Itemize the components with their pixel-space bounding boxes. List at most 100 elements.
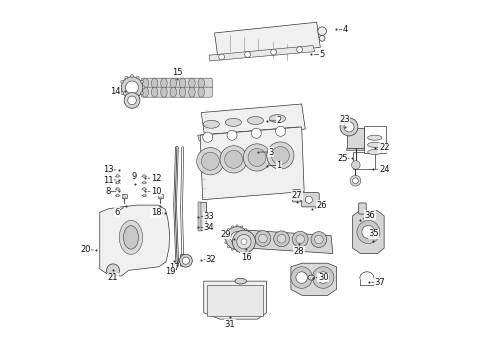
Circle shape bbox=[245, 228, 247, 230]
Circle shape bbox=[274, 231, 290, 247]
Bar bbox=[347, 128, 365, 148]
Text: 21: 21 bbox=[108, 273, 118, 282]
Ellipse shape bbox=[368, 142, 382, 147]
Polygon shape bbox=[201, 104, 305, 138]
Ellipse shape bbox=[119, 220, 143, 255]
Circle shape bbox=[141, 80, 144, 83]
Circle shape bbox=[121, 92, 123, 95]
FancyBboxPatch shape bbox=[293, 190, 301, 202]
Polygon shape bbox=[200, 127, 304, 200]
Circle shape bbox=[297, 47, 302, 53]
Text: 25: 25 bbox=[337, 154, 348, 163]
Text: 20: 20 bbox=[80, 246, 91, 255]
Circle shape bbox=[247, 232, 249, 234]
Circle shape bbox=[220, 146, 247, 173]
Circle shape bbox=[225, 232, 227, 234]
Polygon shape bbox=[291, 263, 337, 296]
Text: 13: 13 bbox=[103, 166, 113, 175]
Bar bbox=[353, 152, 375, 169]
Ellipse shape bbox=[179, 78, 186, 88]
Circle shape bbox=[125, 76, 128, 79]
Circle shape bbox=[143, 188, 146, 190]
Ellipse shape bbox=[225, 118, 242, 126]
Text: 28: 28 bbox=[294, 247, 304, 256]
Ellipse shape bbox=[270, 114, 286, 122]
Polygon shape bbox=[209, 45, 315, 61]
Ellipse shape bbox=[161, 87, 167, 97]
Text: 1: 1 bbox=[276, 161, 282, 170]
Circle shape bbox=[248, 148, 266, 166]
Circle shape bbox=[143, 194, 146, 197]
Text: 12: 12 bbox=[151, 174, 161, 183]
Bar bbox=[207, 285, 263, 316]
Circle shape bbox=[267, 142, 294, 169]
Ellipse shape bbox=[123, 226, 139, 249]
Circle shape bbox=[179, 254, 192, 267]
Circle shape bbox=[315, 235, 323, 244]
Circle shape bbox=[116, 188, 119, 190]
Polygon shape bbox=[353, 211, 384, 253]
Text: 11: 11 bbox=[103, 176, 113, 185]
Text: 3: 3 bbox=[268, 148, 273, 157]
Ellipse shape bbox=[151, 87, 158, 97]
Circle shape bbox=[236, 225, 238, 227]
Circle shape bbox=[196, 148, 224, 175]
Circle shape bbox=[293, 231, 308, 247]
Ellipse shape bbox=[368, 135, 382, 140]
Ellipse shape bbox=[198, 87, 204, 97]
Ellipse shape bbox=[189, 87, 195, 97]
Polygon shape bbox=[204, 281, 267, 319]
Text: 22: 22 bbox=[379, 143, 390, 152]
FancyBboxPatch shape bbox=[180, 255, 186, 266]
Text: 2: 2 bbox=[276, 116, 282, 125]
Circle shape bbox=[136, 96, 139, 99]
Text: 36: 36 bbox=[365, 211, 375, 220]
Circle shape bbox=[245, 51, 250, 57]
Ellipse shape bbox=[142, 78, 148, 88]
Circle shape bbox=[357, 221, 380, 243]
Polygon shape bbox=[237, 229, 333, 253]
Circle shape bbox=[240, 234, 248, 242]
Circle shape bbox=[351, 161, 360, 169]
Ellipse shape bbox=[170, 87, 176, 97]
Text: 33: 33 bbox=[203, 212, 214, 221]
Text: 9: 9 bbox=[132, 172, 137, 181]
Circle shape bbox=[362, 226, 375, 238]
Circle shape bbox=[251, 128, 261, 138]
Circle shape bbox=[245, 246, 247, 248]
Circle shape bbox=[227, 228, 229, 230]
Circle shape bbox=[131, 98, 133, 100]
Circle shape bbox=[236, 249, 238, 251]
Circle shape bbox=[313, 267, 334, 288]
Bar bbox=[122, 194, 126, 198]
Circle shape bbox=[275, 126, 286, 136]
Circle shape bbox=[122, 77, 143, 98]
Circle shape bbox=[141, 92, 144, 95]
Bar bbox=[346, 148, 365, 149]
Text: 32: 32 bbox=[206, 255, 216, 264]
Circle shape bbox=[350, 175, 361, 186]
Circle shape bbox=[318, 27, 326, 36]
Circle shape bbox=[107, 264, 120, 277]
Bar bbox=[197, 202, 200, 231]
Text: 19: 19 bbox=[165, 267, 175, 276]
FancyBboxPatch shape bbox=[141, 87, 212, 97]
Text: 26: 26 bbox=[317, 201, 327, 210]
Circle shape bbox=[237, 234, 251, 249]
FancyBboxPatch shape bbox=[359, 203, 366, 214]
Text: 17: 17 bbox=[169, 264, 179, 273]
FancyBboxPatch shape bbox=[301, 193, 319, 207]
Circle shape bbox=[121, 80, 123, 83]
Bar bbox=[158, 194, 163, 198]
Text: 7: 7 bbox=[152, 208, 157, 217]
Text: 29: 29 bbox=[220, 230, 230, 239]
Ellipse shape bbox=[189, 78, 195, 88]
Circle shape bbox=[225, 150, 243, 168]
Text: 8: 8 bbox=[105, 187, 111, 196]
Circle shape bbox=[201, 152, 220, 170]
Polygon shape bbox=[197, 127, 300, 140]
Circle shape bbox=[319, 36, 325, 41]
Circle shape bbox=[143, 175, 146, 177]
Circle shape bbox=[116, 175, 119, 177]
Circle shape bbox=[241, 248, 243, 251]
